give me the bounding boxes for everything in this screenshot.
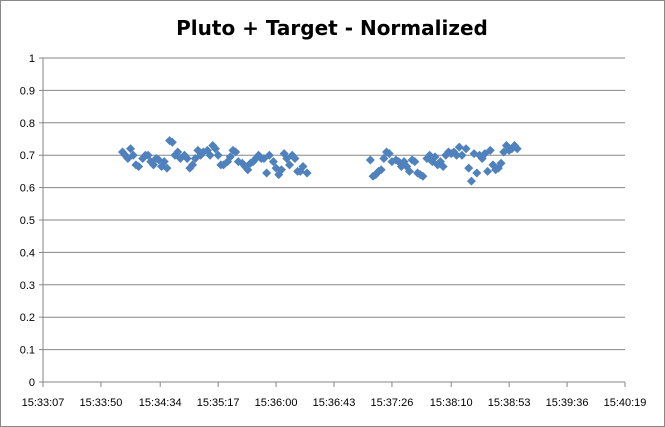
x-tick-label: 15:39:36 [546,397,589,409]
data-point [485,145,495,155]
data-point [298,162,308,172]
x-tick-label: 15:38:10 [430,397,473,409]
data-point [243,165,253,175]
data-point [472,168,482,178]
x-tick-label: 15:37:26 [371,397,414,409]
data-point [384,149,394,159]
data-point [290,153,300,163]
y-tick-label: 0.8 [20,118,35,130]
data-point [159,157,169,167]
x-tick-label: 15:36:43 [313,397,356,409]
data-point [128,150,138,160]
y-tick-label: 0.5 [20,215,35,227]
data-point [457,150,467,160]
x-tick-label: 15:40:19 [604,397,647,409]
data-point [231,147,241,157]
chart-title: Pluto + Target - Normalized [176,16,488,40]
data-point [466,176,476,186]
y-tick-label: 0.2 [20,312,35,324]
grid-lines [43,57,625,351]
data-point [438,162,448,172]
data-point [404,166,414,176]
data-point [454,142,464,152]
data-point [213,150,223,160]
data-point [512,144,522,154]
y-tick-label: 0.7 [20,150,35,162]
data-point [148,160,158,170]
y-tick-label: 0.1 [20,345,35,357]
data-point [276,165,286,175]
data-point [188,160,198,170]
data-points [117,136,522,186]
data-point [143,150,153,160]
data-point [410,157,420,167]
data-point [365,155,375,165]
data-point [430,152,440,162]
data-point [225,152,235,162]
data-point [285,160,295,170]
y-tick-label: 0.3 [20,280,35,292]
data-point [182,153,192,163]
data-point [376,165,386,175]
data-point [205,150,215,160]
data-point [173,147,183,157]
x-tick-label: 15:35:17 [197,397,240,409]
data-point [496,158,506,168]
data-point [379,153,389,163]
data-point [452,150,462,160]
y-tick-label: 0 [29,377,35,389]
data-point [461,144,471,154]
data-point [210,144,220,154]
data-point [167,137,177,147]
data-point [264,150,274,160]
data-point [464,163,474,173]
x-tick-label: 15:33:50 [80,397,123,409]
y-tick-labels: 0 0.1 0.2 0.3 0.4 0.5 0.6 0.7 0.8 0.9 1 [20,53,35,389]
x-tick-label: 15:34:34 [139,397,182,409]
data-point [483,166,493,176]
x-tick-labels: 15:33:07 15:33:50 15:34:34 15:35:17 15:36:00… [22,397,647,409]
data-point [302,168,312,178]
y-tick-label: 0.9 [20,85,35,97]
data-point [162,163,172,173]
y-tick-label: 0.4 [20,247,35,259]
x-tick-label: 15:33:07 [22,397,65,409]
data-point [268,157,278,167]
x-tick-label: 15:38:53 [488,397,531,409]
data-point [418,171,428,181]
data-point [262,168,272,178]
y-tick-label: 0.6 [20,183,35,195]
data-point [134,162,144,172]
x-tick-label: 15:36:00 [255,397,298,409]
axes [39,57,626,387]
y-tick-label: 1 [29,53,35,65]
data-point [126,144,136,154]
